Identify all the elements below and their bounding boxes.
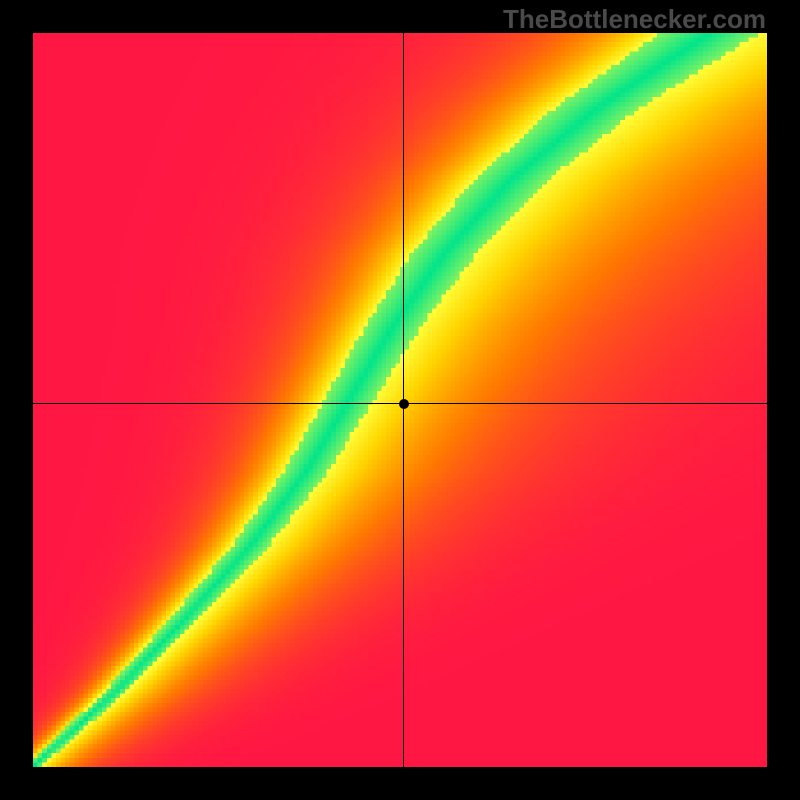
crosshair-marker (399, 399, 409, 409)
chart-container: TheBottlenecker.com (0, 0, 800, 800)
watermark-text: TheBottlenecker.com (503, 4, 766, 35)
